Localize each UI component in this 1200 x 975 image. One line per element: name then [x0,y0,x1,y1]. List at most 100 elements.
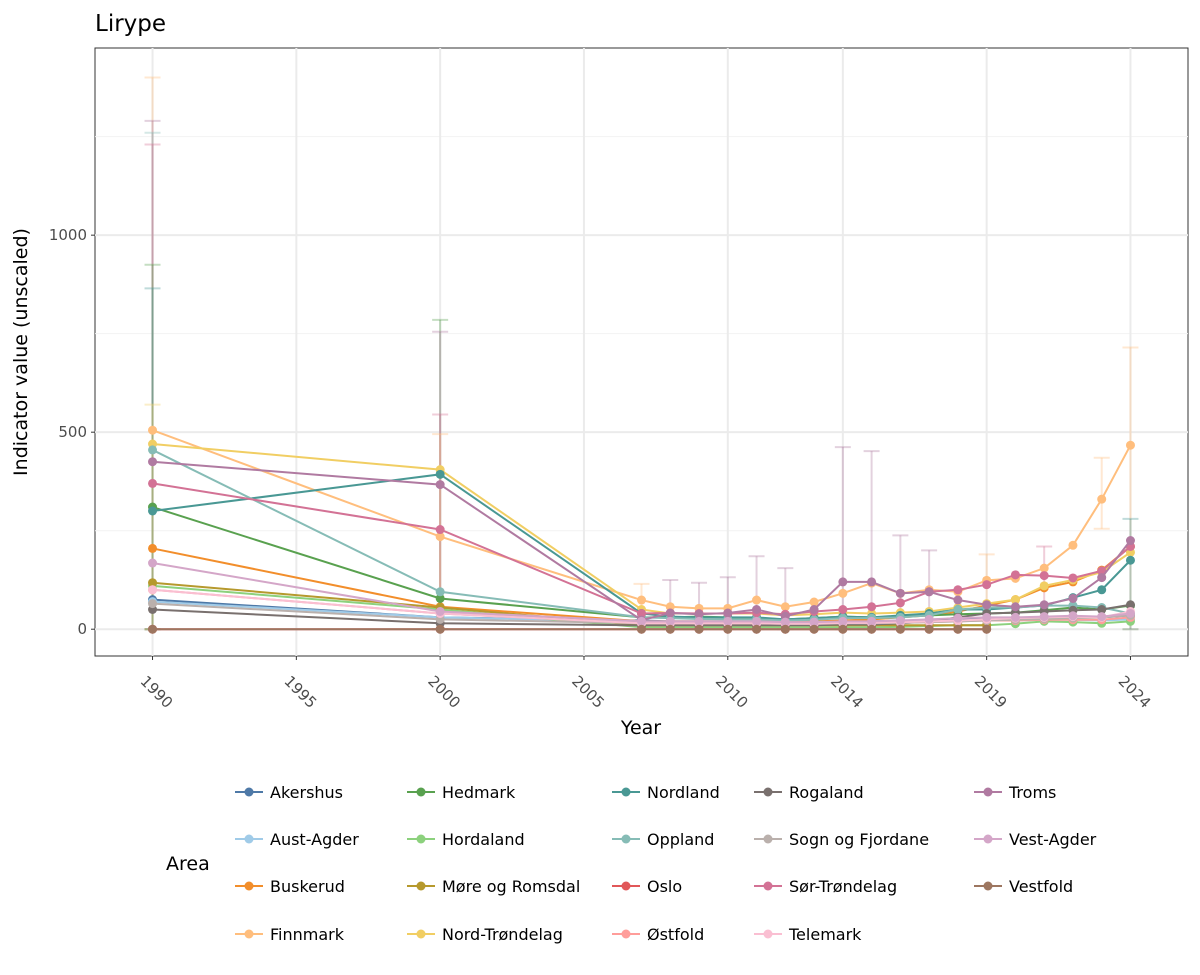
data-point [1125,608,1135,618]
legend-item: Sogn og Fjordane [754,830,929,849]
data-point [435,593,445,603]
legend-key-point [763,929,773,939]
data-point [148,543,158,553]
data-point [752,605,762,615]
data-point [694,616,704,626]
data-point [953,585,963,595]
legend-key-point [621,881,631,891]
legend-key-point [244,929,254,939]
data-point [752,624,762,634]
data-point [435,469,445,479]
legend-label: Nordland [647,783,720,802]
legend-item: Østfold [612,925,704,944]
data-point [1039,571,1049,581]
data-point [435,532,445,542]
legend-item: Vestfold [974,877,1073,896]
data-point [435,525,445,535]
data-point [1039,563,1049,573]
data-point [435,624,445,634]
error-bar [1122,346,1139,631]
data-point [1125,600,1135,610]
data-point [1097,585,1107,595]
data-point [148,558,158,568]
legend-label: Aust-Agder [270,830,359,849]
data-point [435,480,445,490]
legend-key-point [621,834,631,844]
data-point [953,605,963,615]
data-point [838,577,848,587]
data-point [982,600,992,610]
legend-label: Finnmark [270,925,345,944]
legend-item: Nordland [612,783,720,802]
data-point [982,580,992,590]
data-point [924,587,934,597]
data-point [982,624,992,634]
legend-label: Vest-Agder [1009,830,1097,849]
legend-title: Area [166,853,210,875]
legend-item: Vest-Agder [974,830,1097,849]
data-point [1039,581,1049,591]
data-point [953,595,963,605]
legend-item: Møre og Romsdal [407,877,580,896]
data-point [1010,612,1020,622]
y-tick-label: 500 [58,423,87,441]
legend-item: Troms [974,783,1056,802]
legend-key-point [763,787,773,797]
data-point [148,425,158,435]
legend-label: Nord-Trøndelag [442,925,563,944]
legend-key-point [983,787,993,797]
data-point [809,624,819,634]
data-point [665,616,675,626]
legend-key-point [416,787,426,797]
data-point [838,588,848,598]
data-point [809,617,819,627]
x-axis-title: Year [620,717,661,739]
data-point [1125,536,1135,546]
legend-item: Telemark [754,925,862,944]
series-line [152,603,1131,627]
data-point [723,616,733,626]
legend-label: Oslo [647,877,682,896]
data-point [809,597,819,607]
plot-panel [94,47,1189,657]
data-point [723,608,733,618]
data-point [665,608,675,618]
series-lines [148,425,1135,634]
legend-item: Buskerud [235,877,345,896]
legend-label: Buskerud [270,877,345,896]
data-point [752,595,762,605]
legend-label: Hordaland [442,830,525,849]
legend-label: Telemark [788,925,862,944]
y-tick-label: 1000 [49,226,87,244]
data-point [1097,494,1107,504]
data-point [637,624,646,634]
data-point [867,602,877,612]
data-point [637,616,646,626]
data-point [867,577,877,587]
data-point [1125,555,1135,565]
data-point [148,624,158,634]
legend-key-point [416,834,426,844]
data-point [895,624,905,634]
legend-key-point [244,881,254,891]
legend-key-point [621,787,631,797]
data-point [982,612,992,622]
x-tick-label: 2019 [971,672,1011,712]
legend-item: Hedmark [407,783,516,802]
data-point [1010,602,1020,612]
data-point [148,585,158,595]
chart-title: Lirype [95,11,166,37]
data-point [1010,570,1020,580]
data-point [1010,595,1020,605]
data-point [148,599,158,609]
legend: Akershus Aust-Agder Buskerud Finnmark Hedmar… [235,783,1097,944]
legend-item: Oppland [612,830,714,849]
x-tick-label: 2005 [568,672,608,712]
data-point [867,624,877,634]
legend-key-point [244,787,254,797]
legend-label: Hedmark [442,783,516,802]
data-point [924,614,934,624]
data-point [435,606,445,616]
legend-item: Sør-Trøndelag [754,877,897,896]
